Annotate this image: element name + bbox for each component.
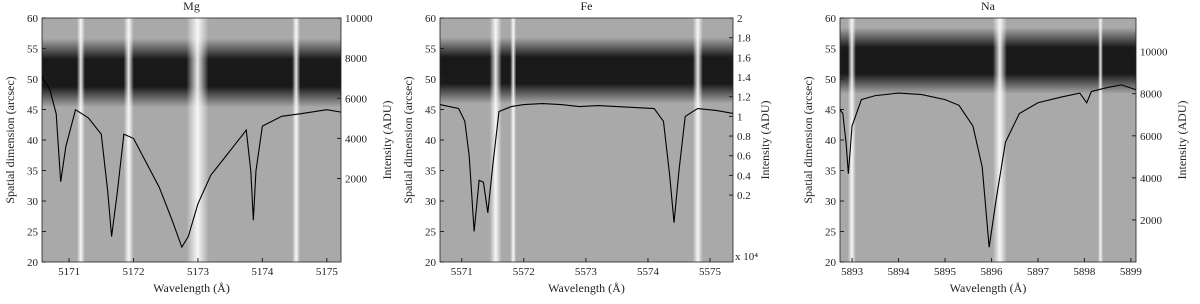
y2-axis-label: Intensity (ADU) <box>380 101 394 180</box>
y2-tick-label: 6000 <box>1140 131 1163 143</box>
image-bright-line <box>992 18 1007 262</box>
panel-title: Na <box>981 0 996 13</box>
image-bright-line <box>510 18 517 262</box>
x-tick-label: 5574 <box>637 266 660 278</box>
panel: Na 5893 5894 5895 5896 5897 5898 5899 20 25 30 35 40… <box>801 0 1189 295</box>
spectrum-line <box>439 103 734 232</box>
x-tick-label: 5572 <box>513 266 535 278</box>
y2-tick-label: 2000 <box>1140 215 1163 227</box>
y2-tick-label: 2000 <box>345 174 368 186</box>
image-bright-line <box>692 18 703 262</box>
y2-tick-label: 6000 <box>345 93 368 105</box>
y-tick-label: 55 <box>825 44 837 56</box>
y-tick-label: 50 <box>27 74 39 86</box>
x-axis-label: Wavelength (Å) <box>950 281 1027 295</box>
y2-tick-label: 10000 <box>345 13 373 25</box>
y-tick-label: 60 <box>425 13 437 25</box>
y2-tick-label: 0.8 <box>737 131 751 143</box>
image-bright-line <box>123 18 134 262</box>
y-tick-label: 35 <box>425 166 437 178</box>
y2-tick-label: 8000 <box>345 53 368 65</box>
x-tick-label: 5175 <box>316 266 339 278</box>
y2-tick-label: 10000 <box>1140 47 1168 59</box>
y-tick-label: 40 <box>27 135 39 147</box>
image-bright-line <box>1097 18 1103 262</box>
y2-tick-label: 1 <box>737 111 743 123</box>
y-tick-label: 20 <box>27 257 39 269</box>
image-bright-line <box>847 18 856 262</box>
panel-title: Mg <box>183 0 200 13</box>
image-band <box>840 27 1136 94</box>
x-tick-label: 5895 <box>934 266 957 278</box>
y-tick-label: 35 <box>27 166 39 178</box>
x-axis-label: Wavelength (Å) <box>153 281 230 295</box>
y-tick-label: 55 <box>27 44 39 56</box>
y2-axis-label: Intensity (ADU) <box>758 101 772 180</box>
y-tick-label: 45 <box>825 105 837 117</box>
y-tick-label: 50 <box>825 74 837 86</box>
y2-tick-label: 1.2 <box>737 92 751 104</box>
y2-scale-label: x 10⁴ <box>735 251 758 263</box>
y-tick-label: 45 <box>425 105 437 117</box>
y2-tick-label: 1.6 <box>737 52 751 64</box>
x-axis-label: Wavelength (Å) <box>548 281 625 295</box>
x-tick-label: 5173 <box>187 266 210 278</box>
y-tick-label: 45 <box>27 105 39 117</box>
y2-tick-label: 4000 <box>345 133 368 145</box>
y-tick-label: 25 <box>825 227 837 239</box>
image-bright-line <box>186 18 209 262</box>
image-band <box>440 37 733 104</box>
y2-tick-label: 4000 <box>1140 173 1163 185</box>
x-tick-label: 5894 <box>888 266 911 278</box>
y-tick-label: 50 <box>425 74 437 86</box>
y-tick-label: 25 <box>27 227 39 239</box>
y2-axis-label: Intensity (ADU) <box>1175 101 1189 180</box>
y-tick-label: 40 <box>825 135 837 147</box>
x-tick-label: 5573 <box>575 266 598 278</box>
y2-tick-label: 0.6 <box>737 151 751 163</box>
y-axis-label: Spatial dimension (arcsec) <box>401 76 415 203</box>
panel: Fe 5571 5572 5573 5574 5575 20 25 30 35 40 45 50 55 60… <box>401 0 772 295</box>
y-axis-label: Spatial dimension (arcsec) <box>801 76 815 203</box>
y2-tick-label: 1.4 <box>737 72 751 84</box>
image-bright-line <box>292 18 301 262</box>
spectrum-line <box>41 76 342 249</box>
panel-title: Fe <box>581 0 593 13</box>
spectrum-line <box>839 84 1137 248</box>
x-tick-label: 5893 <box>841 266 864 278</box>
x-tick-label: 5571 <box>451 266 473 278</box>
y-tick-label: 35 <box>825 166 837 178</box>
x-tick-label: 5174 <box>251 266 274 278</box>
y2-tick-label: 1.8 <box>737 33 751 45</box>
x-tick-label: 5898 <box>1073 266 1096 278</box>
x-tick-label: 5896 <box>980 266 1003 278</box>
y-tick-label: 20 <box>425 257 437 269</box>
y2-tick-label: 2 <box>737 13 743 25</box>
image-bright-line <box>76 18 85 262</box>
y-tick-label: 60 <box>825 13 837 25</box>
y2-tick-label: 0.2 <box>737 190 751 202</box>
panel: Mg 5171 5172 5173 5174 5175 20 25 30 35 40 45 50 55 60… <box>3 0 394 295</box>
y-tick-label: 30 <box>825 196 837 208</box>
y-tick-label: 20 <box>825 257 837 269</box>
y-tick-label: 40 <box>425 135 437 147</box>
y2-tick-label: 0.4 <box>737 170 751 182</box>
y-tick-label: 30 <box>425 196 437 208</box>
x-tick-label: 5899 <box>1120 266 1143 278</box>
x-tick-label: 5897 <box>1027 266 1050 278</box>
y-axis-label: Spatial dimension (arcsec) <box>3 76 17 203</box>
x-tick-label: 5575 <box>699 266 722 278</box>
x-tick-label: 5172 <box>123 266 145 278</box>
x-tick-label: 5171 <box>58 266 80 278</box>
y-tick-label: 25 <box>425 227 437 239</box>
y-tick-label: 55 <box>425 44 437 56</box>
y-tick-label: 60 <box>27 13 39 25</box>
y2-tick-label: 8000 <box>1140 89 1163 101</box>
y-tick-label: 30 <box>27 196 39 208</box>
